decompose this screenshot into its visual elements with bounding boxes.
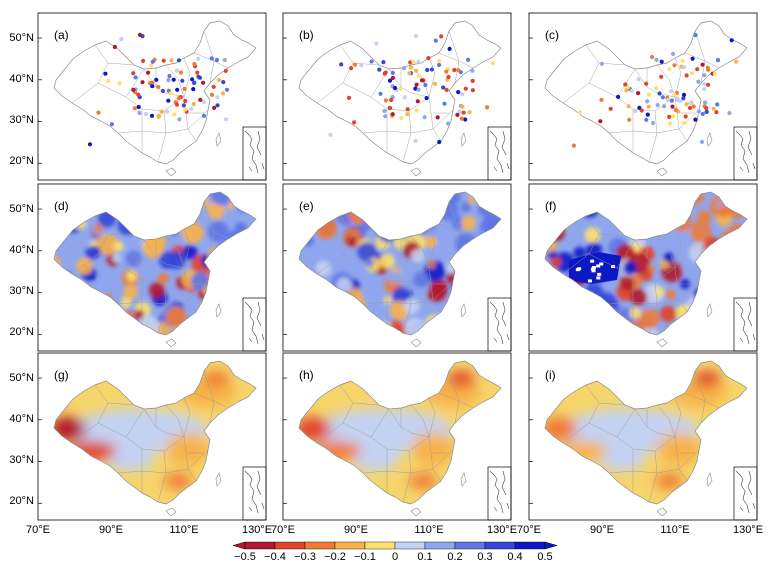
panel-label: (e) (299, 199, 314, 213)
south-china-sea-inset (733, 466, 758, 521)
panel-frame (37, 352, 267, 521)
colorbar-lower-extension (232, 541, 246, 550)
south-china-sea-inset (487, 297, 512, 352)
axes: 50°N 40°N 30°N 20°N 50°N 40°N 30°N 20°N 50°N 40°N… (9, 32, 763, 536)
lat-tick-label: 30°N (9, 454, 34, 466)
south-china-sea-inset (487, 466, 512, 521)
lon-tick-label: 90°E (344, 524, 368, 536)
lat-tick-label: 30°N (9, 114, 34, 126)
panel-frame (282, 12, 512, 181)
panel-label: (h) (299, 368, 314, 382)
colorbar-tick-label: −0.2 (324, 551, 346, 563)
map-panel: (g) (37, 352, 267, 521)
panel-label: (a) (54, 28, 69, 42)
colorbar-segment (454, 541, 486, 550)
map-panel: (e) (282, 183, 512, 352)
lon-tick-label: 130°E (733, 524, 763, 536)
colorbar-tick-label: 0.5 (537, 551, 552, 563)
panels-grid: (a) (b) (c) (d) (e) (f) (g) (h) (i) (37, 12, 758, 521)
colorbar-segment (484, 541, 516, 550)
panel-label: (i) (545, 368, 556, 382)
lat-tick-label: 40°N (9, 413, 34, 425)
panel-frame (282, 183, 512, 352)
colorbar: −0.5 −0.4 −0.3 −0.2 −0.1 0 0.1 0.2 0.3 0.4 0.5 (232, 541, 558, 563)
lat-tick-label: 40°N (9, 73, 34, 85)
colorbar-tick-label: 0.3 (477, 551, 492, 563)
station-points (87, 32, 230, 147)
panel-frame (37, 12, 267, 181)
colorbar-tick-label: −0.3 (294, 551, 316, 563)
lon-tick-label: 90°E (590, 524, 614, 536)
colorbar-tick-label: 0.2 (447, 551, 462, 563)
map-panel: (h) (282, 352, 512, 521)
colorbar-tick-label: 0.4 (507, 551, 522, 563)
panel-frame (528, 12, 758, 181)
colorbar-segment (244, 541, 276, 550)
lat-tick-label: 50°N (9, 372, 34, 384)
lon-tick-label: 110°E (169, 524, 198, 536)
panel-label: (c) (545, 28, 559, 42)
south-china-sea-inset (242, 297, 267, 352)
map-panel: (f) (528, 183, 758, 352)
colorbar-segment (274, 541, 306, 550)
colorbar-segment (514, 541, 546, 550)
panel-frame (528, 183, 758, 352)
south-china-sea-inset (733, 126, 758, 181)
map-panel: (b) (282, 12, 512, 181)
station-points (328, 34, 496, 145)
colorbar-tick-label: 0 (392, 551, 398, 563)
colorbar-segment (424, 541, 456, 550)
lon-tick-label: 70°E (517, 524, 541, 536)
lat-tick-label: 30°N (9, 285, 34, 297)
panel-label: (b) (299, 28, 314, 42)
south-china-sea-inset (242, 466, 267, 521)
lon-tick-label: 110°E (414, 524, 443, 536)
station-points (571, 33, 739, 148)
colorbar-segment (364, 541, 396, 550)
lat-tick-label: 20°N (9, 155, 34, 167)
colorbar-tick-label: −0.1 (354, 551, 376, 563)
lat-tick-label: 50°N (9, 203, 34, 215)
colorbar-segment (394, 541, 426, 550)
panel-frame (37, 183, 267, 352)
lon-tick-label: 110°E (660, 524, 689, 536)
lat-tick-label: 40°N (9, 244, 34, 256)
lat-tick-label: 20°N (9, 495, 34, 507)
south-china-sea-inset (487, 126, 512, 181)
lat-tick-label: 20°N (9, 326, 34, 338)
map-panel: (d) (37, 183, 267, 352)
colorbar-upper-extension (544, 541, 558, 550)
colorbar-segment (334, 541, 366, 550)
panel-frame (282, 352, 512, 521)
colorbar-segment (304, 541, 336, 550)
lat-tick-label: 50°N (9, 32, 34, 44)
colorbar-tick-label: −0.5 (234, 551, 256, 563)
panel-label: (f) (545, 199, 556, 213)
lon-tick-label: 70°E (271, 524, 295, 536)
map-panel: (c) (528, 12, 758, 181)
lon-tick-label: 130°E (487, 524, 517, 536)
panel-label: (g) (54, 368, 69, 382)
south-china-sea-inset (733, 297, 758, 352)
lon-tick-label: 90°E (99, 524, 123, 536)
colorbar-tick-label: 0.1 (417, 551, 432, 563)
map-panel: (a) (37, 12, 267, 181)
panel-label: (d) (54, 199, 69, 213)
south-china-sea-inset (242, 126, 267, 181)
map-panel: (i) (528, 352, 758, 521)
lon-tick-label: 130°E (242, 524, 272, 536)
colorbar-tick-label: −0.4 (264, 551, 286, 563)
panel-frame (528, 352, 758, 521)
lon-tick-label: 70°E (26, 524, 50, 536)
